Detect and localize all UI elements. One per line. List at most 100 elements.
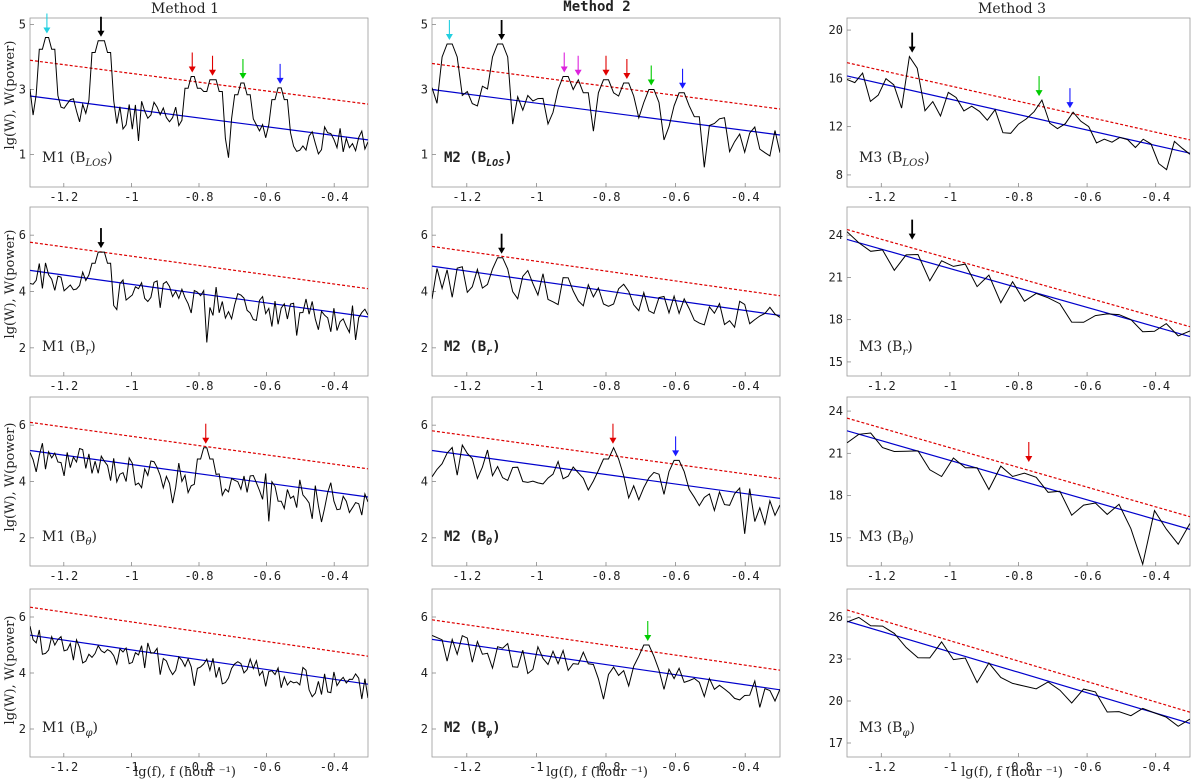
fit-line [432, 265, 780, 317]
peak-arrow-black [97, 16, 105, 37]
panel-label: M3 (Bφ) [859, 720, 915, 739]
y-tick-label: 2 [19, 341, 26, 355]
peak-arrow-magenta [574, 55, 582, 76]
panel-label-sub: r [902, 347, 908, 358]
panel-label-main: M2 (B [444, 529, 486, 545]
panel-label-close: ) [90, 339, 95, 355]
panel-label: M2 (BLOS) [444, 150, 513, 169]
column-title-method-2: Method 2 [563, 0, 630, 15]
x-tick-label: -1.2 [452, 760, 481, 774]
panel-label-close: ) [92, 720, 97, 736]
confidence-line [30, 421, 368, 470]
peak-arrow-cyan [43, 13, 51, 34]
x-tick-label: -1 [529, 190, 543, 204]
fit-line [30, 449, 368, 498]
x-tick-label: -0.8 [185, 190, 214, 204]
peak-arrow-black [908, 219, 916, 240]
y-tick-label: 6 [19, 418, 26, 432]
x-tick-label: -1.2 [452, 569, 481, 583]
panel-label-main: M3 (B [859, 339, 902, 355]
series-line [30, 625, 368, 700]
confidence-line [847, 417, 1190, 518]
confidence-line [847, 609, 1190, 713]
y-tick-label: 24 [829, 228, 843, 242]
peak-arrow-head [97, 30, 105, 37]
panel-m3-btheta: -1.2 -1 -0.8 -0.6 -0.4 15 18 21 24 M3 (Bθ) [829, 396, 1191, 583]
panel-label-main: M1 (B [42, 720, 85, 736]
x-tick-label: -1 [943, 760, 957, 774]
x-tick-label: -0.4 [1141, 760, 1170, 774]
peak-arrow-black [908, 32, 916, 53]
x-tick-label: -1 [124, 569, 138, 583]
peak-arrow-black [97, 228, 105, 249]
y-tick-label: 16 [829, 71, 843, 85]
plot-area [432, 619, 780, 708]
x-tick-label: -1 [943, 569, 957, 583]
confidence-line [30, 59, 368, 105]
x-tick-label: -0.8 [185, 379, 214, 393]
y-tick-label: 5 [421, 18, 428, 32]
plot-area [847, 228, 1190, 338]
x-tick-label: -1.2 [49, 379, 78, 393]
panel-label-close: ) [907, 339, 912, 355]
x-tick-label: -0.8 [592, 569, 621, 583]
series-line [847, 231, 1190, 337]
y-tick-label: 17 [829, 736, 843, 750]
peak-arrow-head [679, 82, 687, 89]
confidence-line [432, 430, 780, 480]
panel-label-sub: θ [902, 537, 908, 548]
series-line [30, 251, 368, 343]
panel-label-close: ) [924, 150, 929, 166]
peak-arrow-head [498, 247, 506, 254]
y-tick-label: 6 [421, 610, 428, 624]
x-tick-label: -0.8 [1004, 379, 1033, 393]
series-line [432, 634, 780, 708]
y-tick-label: 23 [829, 652, 843, 666]
y-tick-label: 2 [421, 722, 428, 736]
y-tick-label: 18 [829, 313, 843, 327]
plot-area [30, 606, 368, 700]
peak-arrow-cyan [445, 20, 453, 40]
peak-arrow-red [1025, 442, 1033, 463]
x-tick-label: -0.8 [592, 760, 621, 774]
peak-arrow-head [908, 46, 916, 53]
x-tick-label: -0.6 [252, 760, 281, 774]
x-axis-label-method-1: lg(f), f (hour ⁻¹) [134, 765, 236, 780]
series-line [30, 37, 368, 158]
x-tick-label: -1.2 [867, 569, 896, 583]
y-tick-label: 1 [421, 148, 428, 162]
y-tick-label: 12 [829, 120, 843, 134]
x-tick-label: -1.2 [867, 379, 896, 393]
y-tick-label: 6 [421, 418, 428, 432]
panel-label-close: ) [107, 150, 112, 166]
fit-line [432, 638, 780, 691]
x-tick-label: -1 [124, 760, 138, 774]
y-tick-label: 20 [829, 694, 843, 708]
y-tick-label: 1 [19, 148, 26, 162]
series-line [847, 55, 1190, 171]
y-tick-label: 3 [19, 83, 26, 97]
peak-arrow-green [644, 621, 652, 641]
y-tick-label: 2 [19, 722, 26, 736]
panel-m3-blos: -1.2 -1 -0.8 -0.6 -0.4 8 12 16 20 M3 (BLOS) [829, 17, 1191, 204]
panel-label-main: M1 (B [42, 339, 85, 355]
x-tick-label: -0.4 [320, 190, 349, 204]
confidence-line [30, 606, 368, 657]
x-tick-label: -0.8 [592, 190, 621, 204]
panel-label-main: M1 (B [42, 529, 85, 545]
panel-label-sub: θ [486, 537, 492, 548]
fit-line [847, 430, 1190, 530]
panel-label: M1 (BLOS) [42, 150, 113, 169]
y-axis-labels: lg(W), W(power) lg(W), W(power) lg(W), W… [3, 41, 18, 725]
x-tick-label: -0.4 [320, 379, 349, 393]
panel-m3-br: -1.2 -1 -0.8 -0.6 -0.4 15 18 21 24 M3 (Br) [829, 206, 1191, 393]
x-tick-label: -1 [943, 379, 957, 393]
x-tick-label: -1.2 [452, 379, 481, 393]
panel-m2-bphi: -1.2 -1 -0.8 -0.6 -0.4 2 4 6 M2 (Bφ) [421, 588, 781, 774]
x-tick-label: -0.6 [252, 190, 281, 204]
x-tick-label: -1.2 [49, 760, 78, 774]
column-title-method-3: Method 3 [978, 1, 1046, 17]
panel-label-main: M2 (B [444, 720, 486, 736]
x-tick-label: -0.6 [661, 190, 690, 204]
peak-arrow-green [647, 65, 655, 86]
